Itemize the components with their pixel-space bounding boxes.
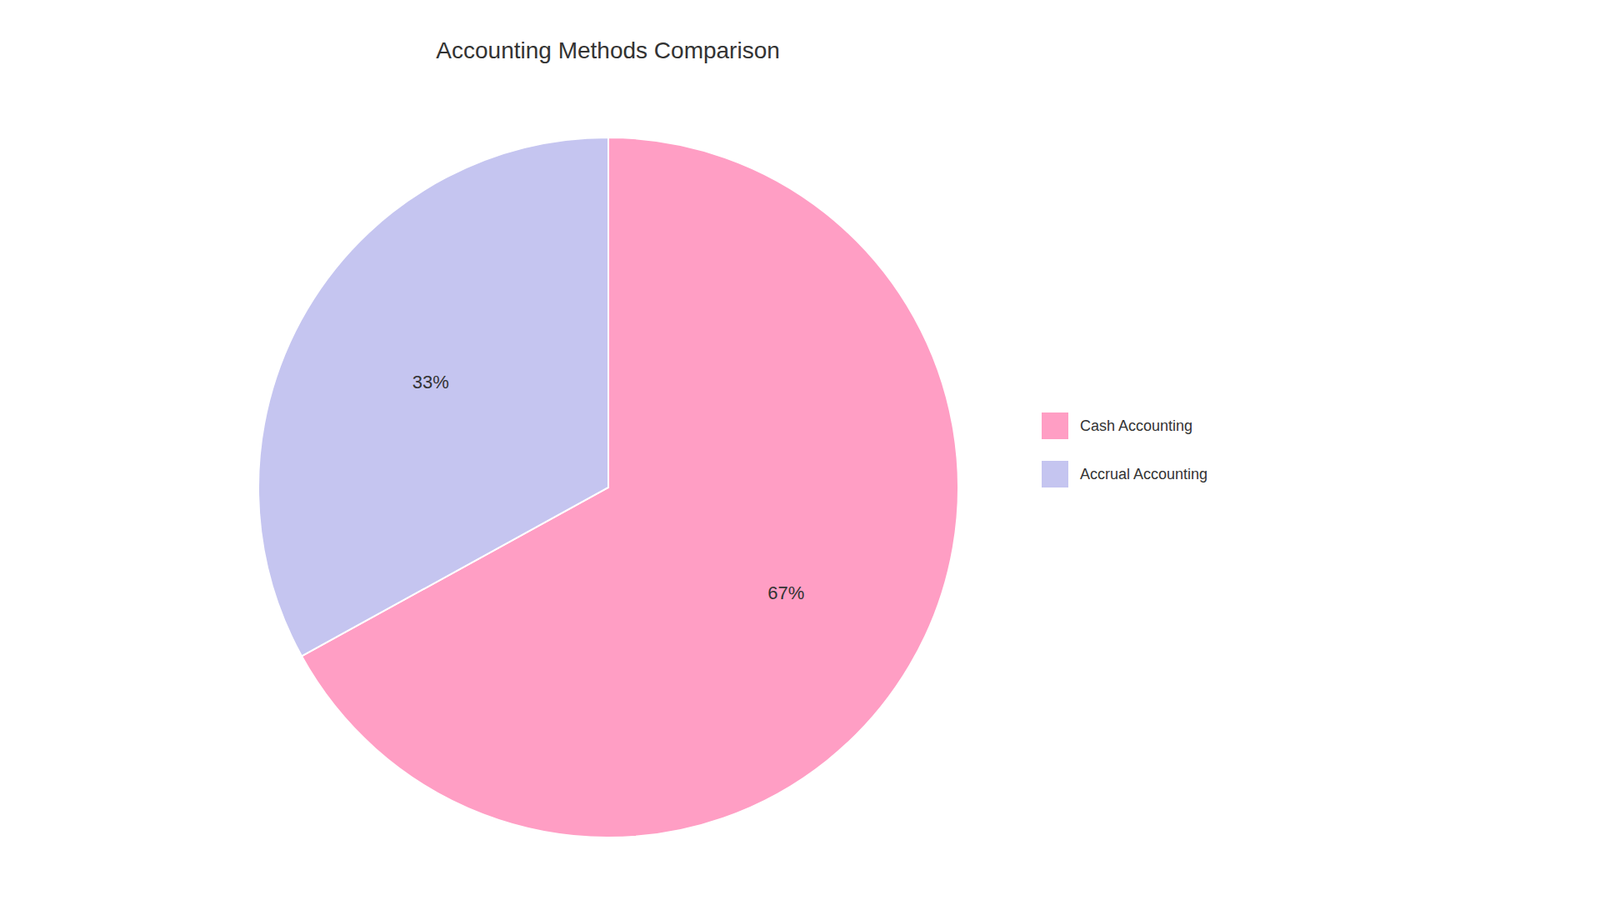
title: Accounting Methods Comparison (435, 37, 780, 64)
legend-label: Cash Accounting (1080, 417, 1193, 435)
legend-swatch (1041, 412, 1069, 440)
legend-swatch (1041, 460, 1069, 488)
legend-label: Accrual Accounting (1080, 465, 1208, 483)
legend: Cash Accounting Accrual Accounting (1041, 412, 1208, 488)
chart: Accounting Methods Comparison 67% 33% Cash … (0, 0, 1600, 900)
data-label: 33% (412, 371, 450, 393)
legend-item: Accrual Accounting (1041, 460, 1208, 488)
data-label: 67% (767, 582, 805, 604)
pie-slice (258, 137, 609, 656)
pie (258, 137, 959, 838)
legend-item: Cash Accounting (1041, 412, 1193, 440)
data-labels: 67% 33% (412, 371, 805, 603)
